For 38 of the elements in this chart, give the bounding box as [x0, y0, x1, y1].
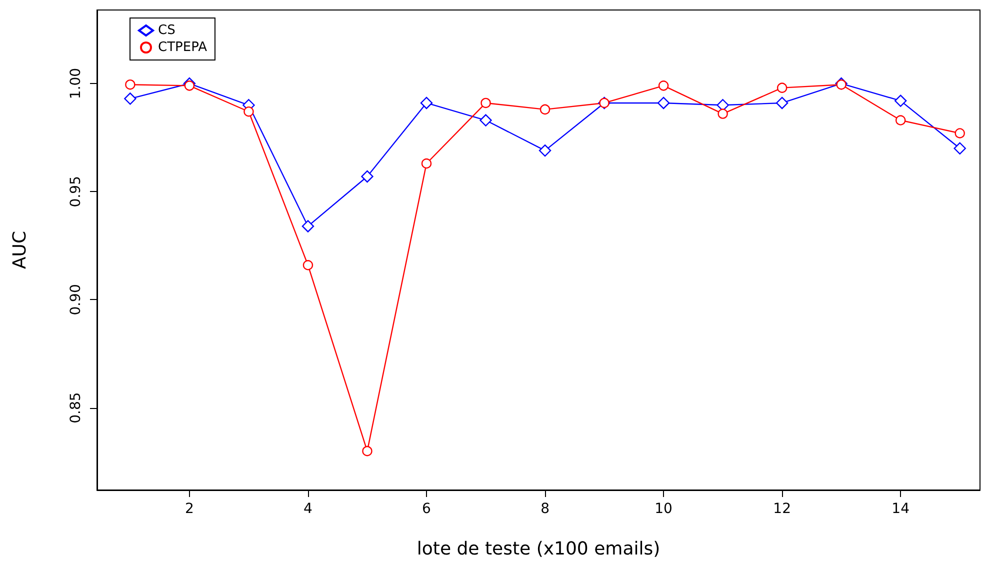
x-tick-label: 6 [422, 501, 432, 517]
point [480, 98, 491, 108]
point [954, 128, 965, 138]
x-tick-label: 14 [892, 501, 910, 517]
point [302, 220, 314, 232]
point [361, 170, 374, 183]
point [776, 96, 788, 110]
point [658, 80, 669, 91]
point [896, 115, 906, 126]
point [776, 82, 788, 93]
y-tick-label: 0.85 [68, 392, 84, 424]
y-tick-label: 0.90 [68, 284, 84, 316]
legend-label: CS [158, 23, 176, 38]
point [718, 108, 728, 119]
point [954, 142, 966, 154]
legend-label: CTPEPA [158, 40, 208, 55]
y-axis-title: AUC [10, 230, 30, 270]
point [184, 80, 195, 91]
point [538, 144, 552, 157]
point [362, 446, 372, 456]
point [125, 79, 136, 90]
x-axis-title: lote de teste (x100 emails) [416, 538, 660, 560]
x-tick-label: 2 [184, 501, 194, 517]
point [480, 114, 492, 126]
point [124, 92, 136, 105]
point [244, 106, 254, 117]
point [894, 94, 907, 107]
x-tick-label: 4 [304, 501, 313, 517]
point [657, 96, 670, 110]
y-tick-label: 0.95 [68, 176, 84, 208]
x-tick-label: 12 [773, 501, 791, 517]
x-tick-label: 10 [654, 501, 672, 517]
x-tick-label: 8 [540, 501, 550, 517]
point [420, 96, 433, 110]
point [540, 104, 550, 115]
point [302, 260, 314, 270]
y-tick-label: 1.00 [68, 68, 84, 100]
point [421, 158, 432, 169]
